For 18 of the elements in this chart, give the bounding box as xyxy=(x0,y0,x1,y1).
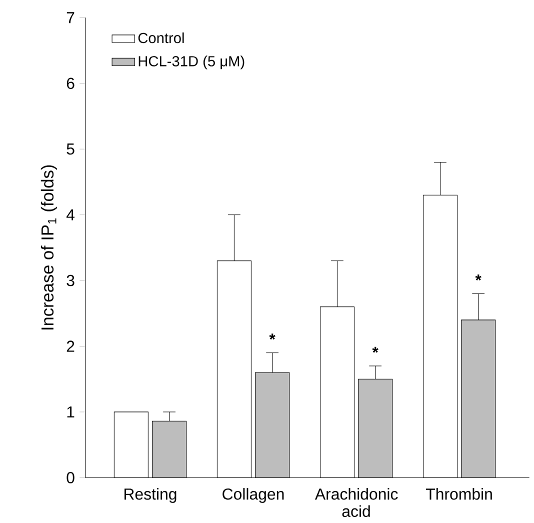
y-axis-title: Increase of IP$_{1}$ (folds) xyxy=(40,165,57,330)
y-tick-label: 7 xyxy=(66,12,74,24)
legend-label: Control xyxy=(138,32,184,44)
legend-label: HCL-31D (5 μM) xyxy=(138,56,244,70)
y-tick-label: 3 xyxy=(66,274,74,286)
y-tick-label: 0 xyxy=(66,472,74,484)
annotation: * xyxy=(475,274,482,280)
annotation: * xyxy=(269,334,276,340)
y-tick-label: 4 xyxy=(66,209,74,220)
annotation: * xyxy=(372,346,378,353)
y-tick-label: 5 xyxy=(66,144,74,155)
y-tick-label: 1 xyxy=(67,406,74,418)
x-tick-label: Thrombin xyxy=(426,488,492,500)
x-tick-label: Resting xyxy=(124,488,176,503)
x-tick-label: Collagen xyxy=(222,488,284,503)
y-tick-label: 6 xyxy=(66,78,74,90)
x-tick-label: Arachidonic acid xyxy=(314,488,398,517)
y-tick-label: 2 xyxy=(66,340,74,352)
